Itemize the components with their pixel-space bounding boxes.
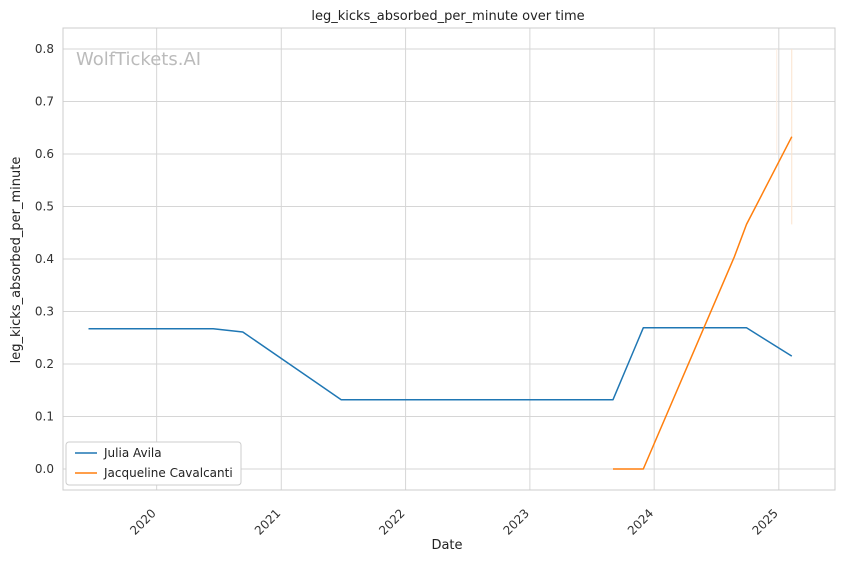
y-tick-label: 0.7	[35, 95, 54, 109]
y-tick-label: 0.6	[35, 147, 54, 161]
y-tick-label: 0.4	[35, 252, 54, 266]
legend-box	[65, 441, 242, 486]
series-layer	[88, 136, 793, 470]
grid	[63, 28, 835, 490]
y-tick-label: 0.8	[35, 42, 54, 56]
y-tick-label: 0.3	[35, 305, 54, 319]
y-tick-label: 0.5	[35, 200, 54, 214]
y-tick-labels: 0.0 0.1 0.2 0.3 0.4 0.5 0.6 0.7 0.8	[35, 42, 54, 476]
faint-vertical-mark	[776, 49, 793, 225]
watermark: WolfTickets.AI	[76, 49, 201, 70]
legend-label-jacqueline-cavalcanti: Jacqueline Cavalcanti	[103, 466, 233, 480]
y-tick-label: 0.2	[35, 357, 54, 371]
chart-title: leg_kicks_absorbed_per_minute over time	[311, 9, 584, 24]
y-axis-label: leg_kicks_absorbed_per_minute	[9, 157, 24, 364]
plot-frame	[62, 27, 836, 491]
legend: Julia Avila Jacqueline Cavalcanti	[65, 441, 242, 486]
x-axis-label: Date	[431, 538, 462, 553]
series-line-jacqueline-cavalcanti	[613, 136, 793, 470]
series-line-julia-avila	[88, 327, 793, 401]
y-tick-label: 0.1	[35, 410, 54, 424]
legend-label-julia-avila: Julia Avila	[103, 446, 162, 460]
y-tick-label: 0.0	[35, 462, 54, 476]
